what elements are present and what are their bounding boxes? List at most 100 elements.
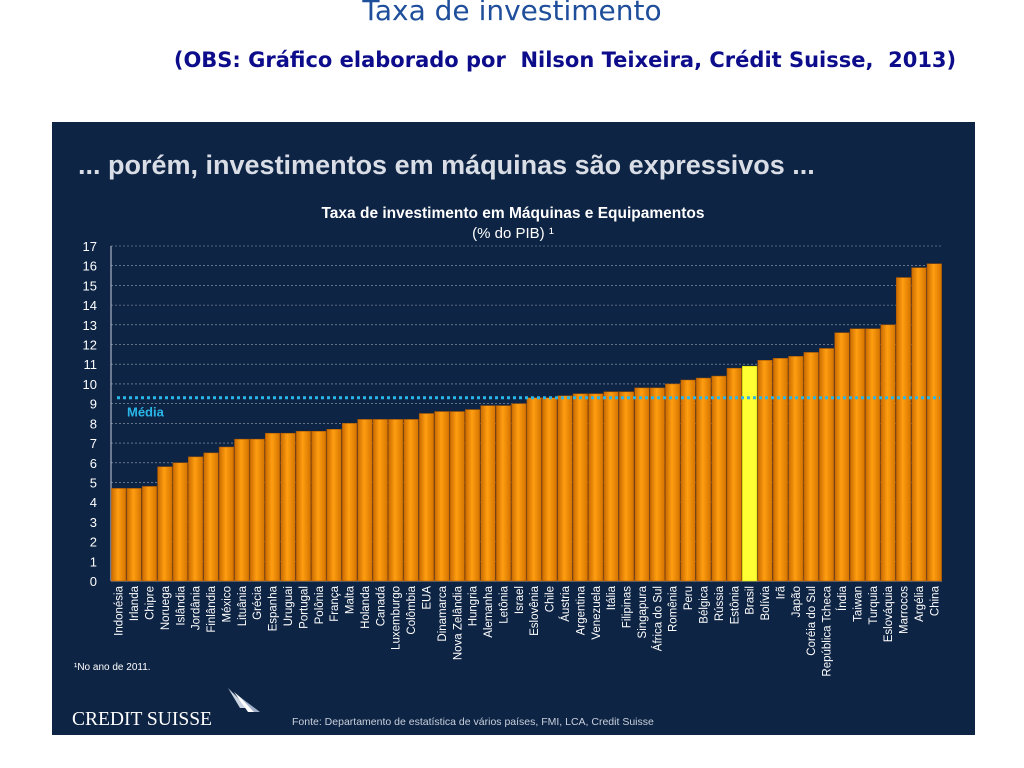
- bar: [234, 438, 250, 582]
- x-tick-label: Israel: [514, 586, 526, 614]
- bar: [172, 462, 188, 582]
- x-tick-label: México: [221, 586, 233, 622]
- y-tick-label: 0: [90, 574, 97, 589]
- y-tick-label: 14: [83, 298, 97, 313]
- bar: [649, 387, 665, 582]
- x-tick-label: Polônia: [314, 585, 326, 624]
- x-tick-label: Venezuela: [591, 585, 603, 639]
- x-tick-label: Peru: [683, 586, 695, 610]
- y-tick-label: 17: [83, 239, 97, 254]
- bar: [726, 367, 742, 582]
- bar: [572, 393, 588, 582]
- x-tick-label: Alemanha: [483, 585, 495, 637]
- bar: [403, 419, 419, 582]
- bar: [218, 446, 234, 582]
- x-tick-label: África do Sul: [651, 586, 664, 651]
- x-tick-label: Filipinas: [622, 586, 634, 628]
- y-tick-label: 11: [84, 357, 98, 372]
- average-label: Média: [127, 405, 165, 420]
- bar: [203, 452, 219, 582]
- x-tick-label: Indonésia: [114, 585, 126, 635]
- x-tick-label: Letônia: [498, 585, 510, 623]
- x-tick-label: Argentina: [575, 585, 587, 635]
- bar: [311, 430, 327, 582]
- bars: [111, 263, 942, 582]
- x-tick-label: Coréia do Sul: [806, 586, 818, 656]
- bar: [265, 432, 281, 582]
- bar: [865, 328, 881, 582]
- bar: [372, 419, 388, 582]
- x-tick-label: Singapura: [637, 585, 649, 638]
- x-tick-label: República Tcheca: [822, 585, 834, 676]
- x-tick-label: Marrocos: [899, 586, 911, 634]
- y-tick-label: 6: [90, 456, 97, 471]
- panel-headline: ... porém, investimentos em máquinas são…: [78, 150, 815, 180]
- x-tick-label: Chile: [545, 586, 557, 612]
- y-tick-label: 13: [83, 318, 97, 333]
- bar: [618, 391, 635, 582]
- x-tick-label: Chipre: [144, 586, 156, 620]
- x-tick-label: Taiwan: [852, 586, 864, 622]
- chart-title: Taxa de investimento em Máquinas e Equip…: [321, 205, 704, 222]
- y-tick-label: 15: [83, 278, 97, 293]
- bar: [695, 377, 712, 582]
- bar: [157, 466, 173, 582]
- x-axis-labels: Indonésia Irlanda Chipre Noruega Islândia Jor…: [114, 585, 942, 676]
- y-tick-label: 1: [90, 554, 97, 569]
- bar: [511, 403, 527, 582]
- x-tick-label: Argélia: [914, 585, 926, 621]
- y-tick-label: 12: [83, 338, 97, 353]
- x-tick-label: Irã: [775, 585, 787, 599]
- x-tick-label: Canadá: [375, 585, 387, 626]
- y-tick-label: 7: [90, 436, 97, 451]
- x-tick-label: Dinamarca: [437, 585, 449, 641]
- x-tick-label: Turquia: [868, 585, 880, 624]
- grid-lines: [110, 245, 942, 582]
- x-tick-label: Nova Zelândia: [452, 585, 464, 660]
- x-tick-label: Brasil: [745, 586, 757, 615]
- x-tick-label: Finlândia: [206, 585, 218, 632]
- x-tick-label: Rússia: [714, 585, 726, 621]
- bar: [757, 360, 773, 582]
- x-tick-label: Colômbia: [406, 585, 418, 634]
- x-tick-label: França: [329, 585, 341, 621]
- bar: [141, 486, 158, 582]
- bar: [588, 393, 604, 582]
- y-tick-label: 8: [90, 416, 97, 431]
- y-tick-label: 10: [83, 377, 97, 392]
- bar: [834, 332, 850, 582]
- bar: [326, 429, 342, 582]
- bar: [465, 409, 481, 582]
- bar: [926, 263, 942, 582]
- source-note: Fonte: Departamento de estatística de vá…: [292, 716, 654, 728]
- y-tick-label: 3: [90, 515, 97, 530]
- x-tick-label: Eslovênia: [529, 585, 541, 635]
- x-tick-label: Áustria: [559, 585, 572, 621]
- y-tick-label: 4: [90, 495, 97, 510]
- x-tick-label: Grécia: [252, 585, 264, 619]
- chart-panel: ... porém, investimentos em máquinas são…: [52, 122, 975, 735]
- x-tick-label: Itália: [606, 585, 618, 610]
- bar: [526, 397, 542, 582]
- bar: [819, 348, 835, 582]
- x-tick-label: Portugal: [298, 586, 310, 629]
- credit-suisse-logo: CREDIT SUISSE: [72, 688, 260, 730]
- bar: [449, 411, 465, 582]
- bar: [126, 488, 142, 582]
- bar: [665, 383, 681, 582]
- x-tick-label: Hungria: [468, 585, 480, 626]
- bar: [341, 423, 358, 582]
- x-tick-label: Uruguai: [283, 586, 295, 626]
- bar: [911, 267, 927, 582]
- x-tick-label: Luxemburgo: [391, 586, 403, 650]
- bar: [788, 356, 804, 582]
- footnote: ¹No ano de 2011.: [74, 662, 151, 673]
- bar: [772, 358, 788, 582]
- bar: [542, 397, 558, 582]
- slide-subtitle: (OBS: Gráfico elaborado por Nilson Teixe…: [173, 48, 957, 72]
- x-tick-label: Islândia: [175, 585, 187, 625]
- x-tick-label: Bélgica: [698, 585, 710, 623]
- slide-title: Taxa de investimento: [362, 0, 662, 27]
- x-tick-label: Holanda: [360, 585, 372, 628]
